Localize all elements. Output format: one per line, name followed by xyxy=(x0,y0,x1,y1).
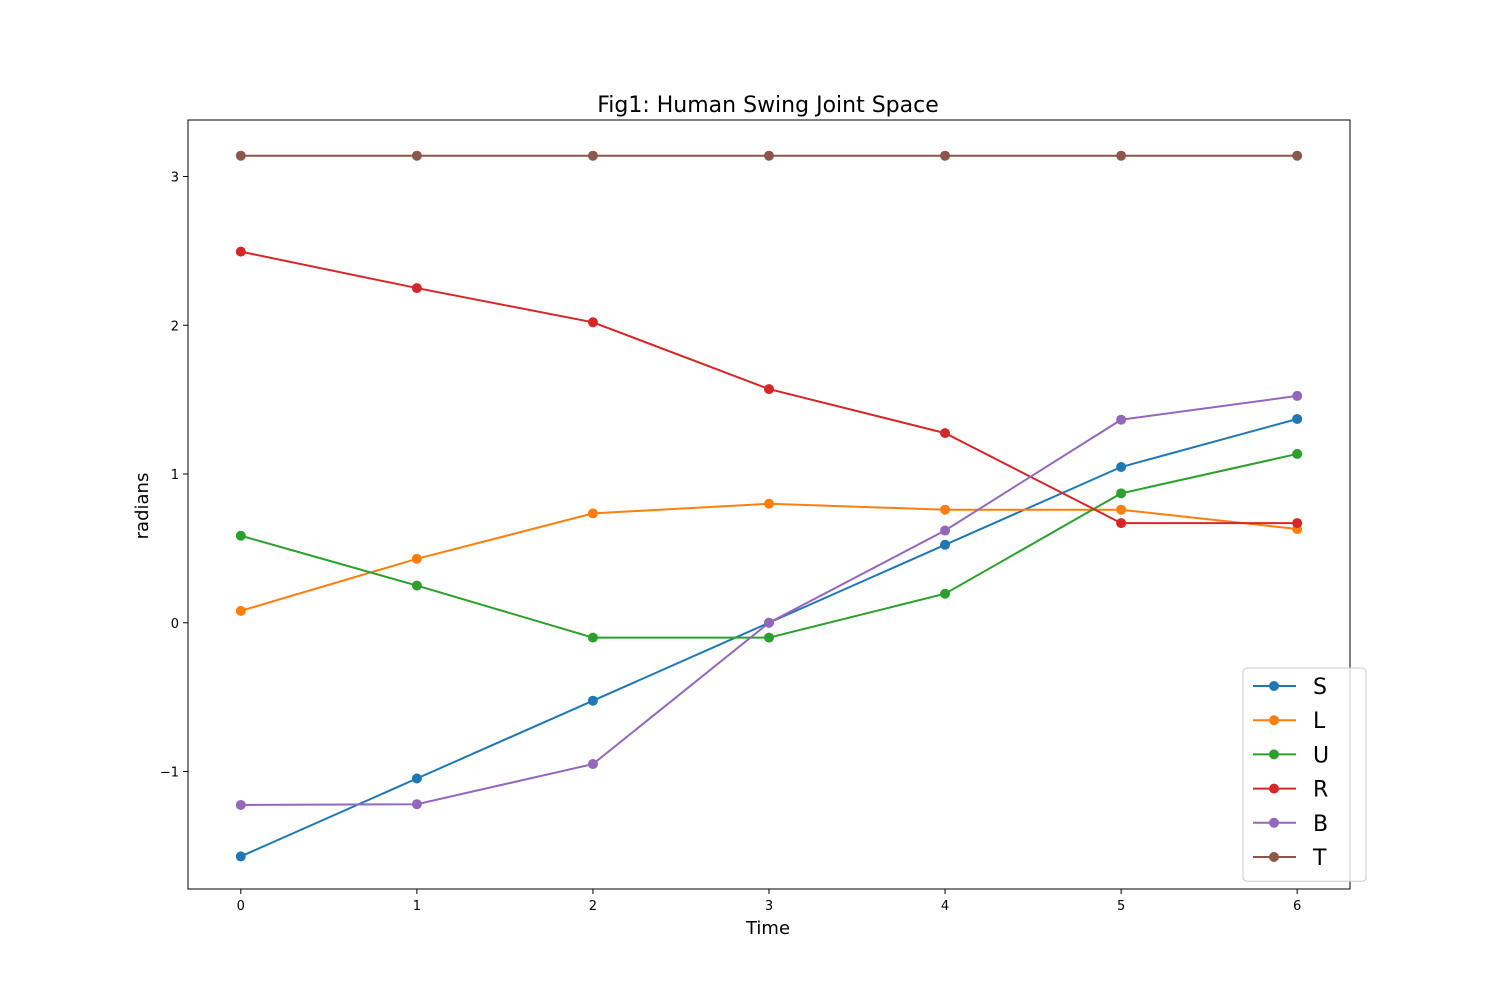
legend-marker xyxy=(1269,817,1279,828)
y-tick-label: 0 xyxy=(171,617,179,632)
y-axis: −1 0 1 2 3 xyxy=(160,171,188,780)
legend-marker xyxy=(1269,749,1279,760)
data-point-R xyxy=(764,384,774,395)
data-point-S xyxy=(235,851,246,862)
data-point-U xyxy=(764,632,774,643)
y-tick-label: 2 xyxy=(171,319,179,334)
series-B xyxy=(235,390,1303,810)
x-axis: 0 1 2 3 4 5 6 xyxy=(237,889,1301,914)
legend-label: S xyxy=(1313,675,1327,700)
x-tick-label: 4 xyxy=(941,899,949,914)
data-point-L xyxy=(587,508,598,519)
series-line-U xyxy=(240,452,1298,639)
data-point-R xyxy=(1116,518,1127,529)
legend-item: S xyxy=(1253,675,1327,700)
legend-label: R xyxy=(1313,778,1328,803)
x-tick-label: 3 xyxy=(765,899,773,914)
y-tick-label: 1 xyxy=(171,468,179,483)
data-point-L xyxy=(764,498,774,509)
data-point-R xyxy=(587,317,598,328)
data-point-B xyxy=(1292,390,1303,401)
data-point-B xyxy=(235,799,246,810)
data-point-T xyxy=(235,150,246,161)
data-point-R xyxy=(940,428,951,439)
y-axis-label: radians xyxy=(132,473,153,540)
data-point-B xyxy=(1116,414,1127,425)
data-point-S xyxy=(1116,462,1127,473)
legend-label: B xyxy=(1313,812,1328,837)
data-point-U xyxy=(1292,448,1303,459)
data-point-T xyxy=(764,150,774,161)
data-point-S xyxy=(411,773,422,784)
legend-marker xyxy=(1269,783,1279,794)
data-point-U xyxy=(411,580,422,591)
x-tick-label: 2 xyxy=(589,899,597,914)
series-L xyxy=(235,498,1303,616)
legend-item: R xyxy=(1253,778,1328,803)
data-point-T xyxy=(940,150,951,161)
data-point-U xyxy=(940,588,951,599)
data-point-R xyxy=(1292,518,1303,529)
legend-marker xyxy=(1269,852,1279,862)
x-tick-label: 6 xyxy=(1293,899,1301,914)
legend-label: L xyxy=(1313,709,1326,734)
legend-label: U xyxy=(1313,743,1329,768)
series-T xyxy=(235,150,1303,161)
y-tick-label: 3 xyxy=(171,171,179,186)
y-tick-label: −1 xyxy=(160,765,179,780)
data-point-L xyxy=(235,605,246,616)
data-point-R xyxy=(235,246,246,257)
data-point-R xyxy=(411,283,422,294)
x-tick-label: 1 xyxy=(413,899,421,914)
data-point-S xyxy=(1292,413,1303,424)
legend-item: U xyxy=(1253,743,1329,768)
series-U xyxy=(235,448,1303,643)
legend-marker xyxy=(1269,681,1279,691)
series-line-L xyxy=(240,502,1298,612)
data-point-U xyxy=(587,632,598,643)
data-point-S xyxy=(587,695,598,706)
data-point-T xyxy=(1292,150,1303,161)
legend-label: T xyxy=(1312,846,1327,871)
x-tick-label: 0 xyxy=(237,899,245,914)
data-point-L xyxy=(1116,504,1127,515)
series-R xyxy=(235,246,1303,529)
legend-marker xyxy=(1269,715,1279,726)
data-point-B xyxy=(764,617,774,628)
data-point-S xyxy=(940,539,951,550)
legend-item: B xyxy=(1253,812,1328,837)
x-tick-label: 5 xyxy=(1117,899,1125,914)
data-point-B xyxy=(587,759,598,770)
data-point-T xyxy=(587,150,598,161)
data-point-L xyxy=(411,553,422,564)
chart-title: Fig1: Human Swing Joint Space xyxy=(597,93,939,118)
data-point-U xyxy=(1116,488,1127,499)
legend-item: L xyxy=(1253,709,1326,734)
x-axis-label: Time xyxy=(745,918,790,939)
legend-item: T xyxy=(1253,846,1327,871)
legend-box xyxy=(1242,667,1367,882)
data-point-T xyxy=(1116,150,1127,161)
series-line-B xyxy=(240,394,1298,806)
plot-area xyxy=(187,119,1351,890)
data-point-T xyxy=(411,150,422,161)
data-point-L xyxy=(940,504,951,515)
data-point-U xyxy=(235,530,246,541)
data-point-B xyxy=(411,799,422,810)
data-point-B xyxy=(940,525,951,536)
